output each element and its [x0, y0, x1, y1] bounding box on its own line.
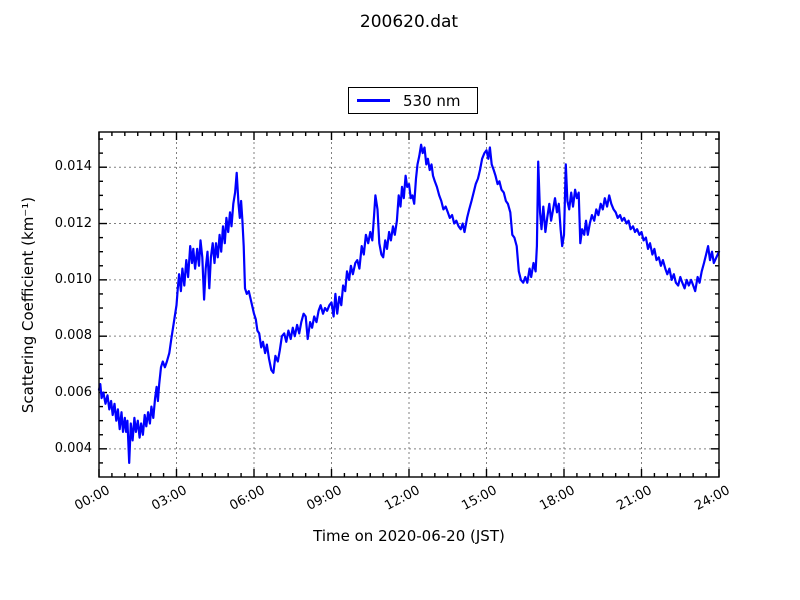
data-line-530nm — [97, 143, 721, 464]
y-tick-label: 0.012 — [54, 215, 92, 231]
gridlines — [99, 132, 719, 477]
legend-line-sample — [357, 99, 390, 102]
y-tick-label: 0.014 — [54, 159, 92, 175]
plot-frame — [98, 131, 720, 478]
chart-title: 200620.dat — [359, 12, 459, 32]
y-tick-label: 0.008 — [54, 328, 92, 344]
legend: 530 nm — [348, 87, 478, 114]
x-axis-label: Time on 2020-06-20 (JST) — [313, 527, 505, 545]
legend-label: 530 nm — [403, 91, 461, 110]
y-tick-label: 0.004 — [54, 440, 92, 456]
y-axis-label: Scattering Coefficient (km⁻¹) — [19, 196, 37, 414]
y-tick-label: 0.010 — [54, 271, 92, 287]
y-tick-label: 0.006 — [54, 384, 92, 400]
